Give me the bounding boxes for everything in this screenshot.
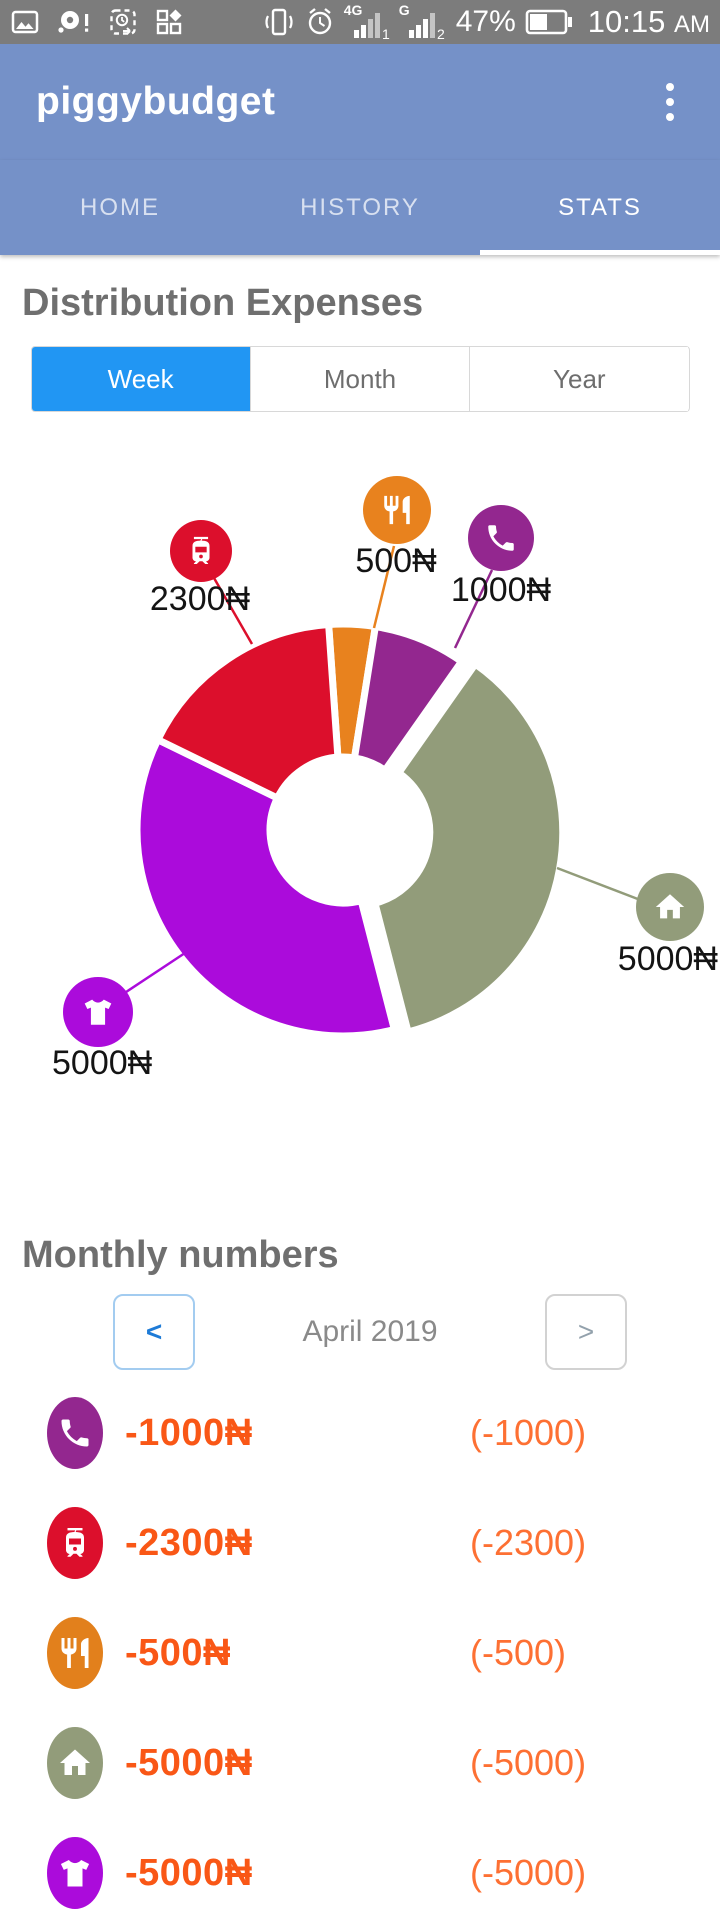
tram-icon (47, 1507, 103, 1579)
clock: 10:15 AM (587, 4, 710, 39)
slice-housing[interactable] (370, 659, 567, 1037)
tab-home[interactable]: HOME (80, 193, 160, 221)
battery-percent: 47% (455, 5, 516, 38)
picture-icon (11, 10, 39, 34)
slice-connector (372, 545, 396, 629)
expense-amount-paren: (-5000) (470, 1742, 587, 1783)
slice-value-label: 5000₦ (618, 940, 719, 978)
sim-number: 1 (381, 26, 390, 42)
list-item[interactable]: -1000₦ (-1000) (0, 1378, 720, 1488)
list-item[interactable]: -5000₦ (-5000) (0, 1708, 720, 1818)
list-item[interactable]: -500₦ (-500) (0, 1598, 720, 1708)
expense-amount: -5000₦ (125, 1741, 253, 1784)
range-year-button[interactable]: Year (470, 347, 689, 411)
expense-amount-paren: (-500) (470, 1632, 567, 1673)
slice-transport[interactable] (153, 620, 342, 803)
active-tab-indicator (480, 250, 720, 255)
slice-phone[interactable] (350, 622, 467, 776)
alarm-icon (308, 8, 331, 35)
call-icon (47, 1397, 103, 1469)
range-week-button[interactable]: Week (31, 347, 250, 411)
slice-value-label: 5000₦ (52, 1044, 153, 1082)
monthly-heading: Monthly numbers (22, 1234, 339, 1276)
slice-connector (453, 569, 494, 649)
slice-value-label: 1000₦ (451, 571, 552, 609)
battery-icon (525, 9, 572, 35)
screenshot-pending-icon (110, 9, 136, 35)
slice-value-label: 500₦ (355, 542, 437, 580)
signal-icon: 4G 1 (343, 2, 390, 42)
expense-amount: -5000₦ (125, 1851, 253, 1894)
restaurant-icon (47, 1617, 103, 1689)
network-type-label: 4G (343, 2, 363, 18)
expense-amount: -2300₦ (125, 1521, 253, 1564)
expense-amount: -500₦ (125, 1631, 231, 1674)
slice-connector (119, 949, 189, 998)
vibrate-icon (265, 8, 293, 36)
call-icon-bubble[interactable] (468, 505, 534, 571)
restaurant-icon-bubble[interactable] (363, 476, 431, 544)
tab-bar: HOME HISTORY STATS (0, 160, 720, 255)
tab-history[interactable]: HISTORY (300, 193, 420, 221)
slice-value-label: 2300₦ (150, 580, 251, 618)
widgets-icon (156, 9, 182, 35)
slice-connector (212, 577, 254, 645)
network-type-label: G (398, 2, 410, 18)
month-navigation: < April 2019 > (0, 1294, 720, 1370)
status-bar: 4G 1 G 2 47% 10:15 AM (0, 0, 720, 44)
range-selector: Week Month Year (30, 346, 690, 412)
app-title: piggybudget (36, 80, 276, 123)
list-item[interactable]: -5000₦ (-5000) (0, 1818, 720, 1928)
tab-stats[interactable]: STATS (558, 193, 642, 221)
sim-number: 2 (436, 26, 445, 42)
next-month-button[interactable]: > (545, 1294, 627, 1370)
expense-amount: -1000₦ (125, 1411, 253, 1454)
expense-amount-paren: (-1000) (470, 1412, 587, 1453)
home-icon (47, 1727, 103, 1799)
tram-icon-bubble[interactable] (170, 520, 232, 582)
current-month-label: April 2019 (302, 1315, 438, 1348)
expense-amount-paren: (-5000) (470, 1852, 587, 1893)
expense-amount-paren: (-2300) (470, 1522, 587, 1563)
expense-list: -1000₦ (-1000) -2300₦ (-2300) -500₦ (-50… (0, 1378, 720, 1928)
expenses-donut-chart: 500₦ 1000₦ 5000₦ 5000₦ 2300₦ (0, 412, 720, 1120)
distribution-heading: Distribution Expenses (22, 282, 424, 324)
slice-clothes[interactable] (133, 735, 399, 1040)
slice-connector (556, 866, 644, 903)
signal-icon: G 2 (398, 2, 445, 42)
previous-month-button[interactable]: < (113, 1294, 195, 1370)
tshirt-icon (47, 1837, 103, 1909)
list-item[interactable]: -2300₦ (-2300) (0, 1488, 720, 1598)
kebab-menu-icon[interactable] (656, 73, 684, 131)
app-bar: piggybudget (0, 44, 720, 160)
range-month-button[interactable]: Month (249, 347, 471, 411)
disc-alert-icon (58, 11, 89, 33)
